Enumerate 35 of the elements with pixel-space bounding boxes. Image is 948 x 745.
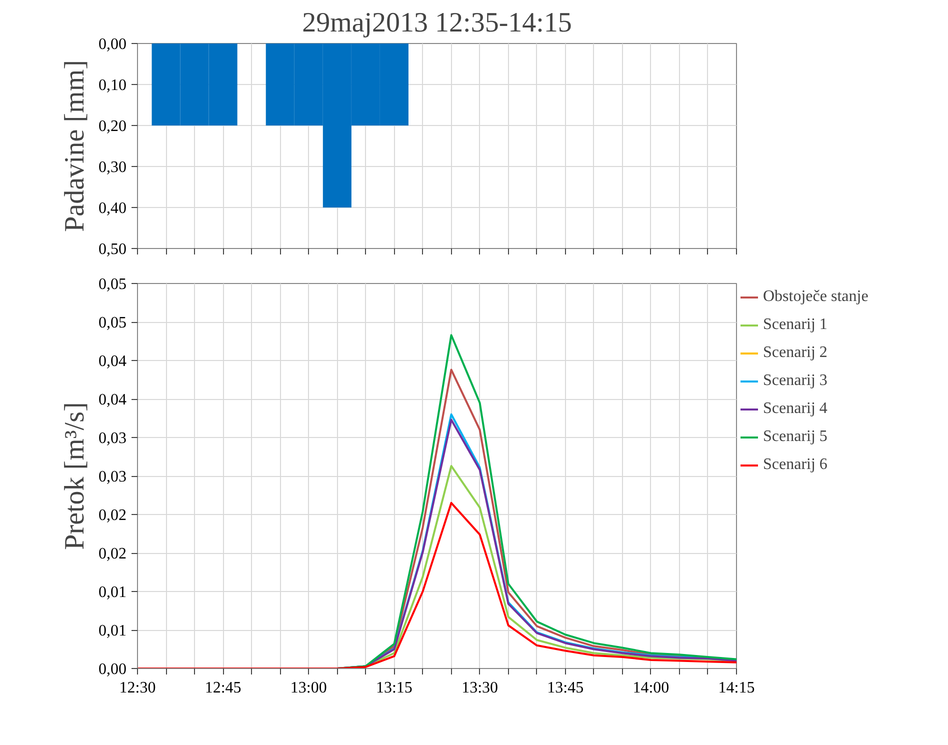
- y-tick-label: 0,40: [98, 200, 126, 217]
- chart-title: 29maj2013 12:35-14:15: [302, 8, 572, 38]
- x-tick-label: 12:30: [119, 680, 156, 696]
- y-tick-label: 0,02: [98, 507, 126, 524]
- legend-label: Scenarij 3: [763, 372, 828, 390]
- x-tick-label: 12:45: [204, 680, 242, 696]
- legend-label: Scenarij 5: [763, 428, 828, 446]
- x-tick-label: 13:30: [462, 680, 498, 696]
- y-tick-label: 0,50: [98, 241, 126, 258]
- y-tick-label: 0,01: [98, 622, 126, 640]
- y-tick-label: 0,01: [98, 584, 126, 601]
- y-axis-title: Pretok [m³/s]: [60, 402, 90, 550]
- legend-label: Scenarij 2: [763, 344, 828, 362]
- legend-label: Scenarij 1: [763, 316, 828, 334]
- legend-label: Scenarij 6: [763, 456, 828, 474]
- y-tick-label: 0,00: [98, 661, 126, 678]
- y-tick-label: 0,05: [98, 314, 126, 332]
- y-tick-label: 0,04: [98, 353, 126, 370]
- y-tick-label: 0,30: [98, 159, 126, 176]
- legend-label: Scenarij 4: [763, 400, 828, 418]
- x-tick-label: 13:15: [376, 680, 412, 696]
- y-tick-label: 0,03: [98, 468, 126, 486]
- y-tick-label: 0,20: [98, 118, 126, 135]
- y-tick-label: 0,04: [98, 392, 126, 408]
- x-tick-label: 14:00: [632, 680, 670, 696]
- y-tick-label: 0,10: [98, 77, 126, 94]
- legend-label: Obstoječe stanje: [763, 288, 868, 306]
- y-tick-label: 0,00: [98, 36, 126, 53]
- y-axis-title: Padavine [mm]: [60, 60, 90, 232]
- x-tick-label: 14:15: [718, 680, 755, 696]
- x-tick-label: 13:00: [290, 680, 327, 696]
- y-tick-label: 0,03: [98, 430, 126, 447]
- y-tick-label: 0,02: [98, 546, 126, 562]
- x-tick-label: 13:45: [547, 680, 584, 696]
- y-tick-label: 0,05: [98, 276, 126, 293]
